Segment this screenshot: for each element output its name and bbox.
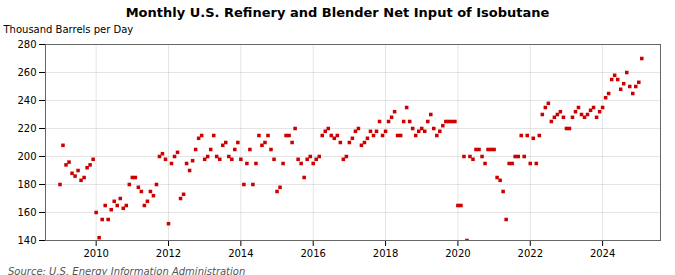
svg-text:280: 280 (17, 39, 36, 50)
svg-text:160: 160 (17, 207, 36, 218)
svg-text:2012: 2012 (156, 248, 181, 259)
svg-text:180: 180 (17, 179, 36, 190)
svg-text:2022: 2022 (518, 248, 543, 259)
svg-text:260: 260 (17, 67, 36, 78)
svg-text:Thousand Barrels per Day: Thousand Barrels per Day (3, 24, 134, 35)
svg-text:240: 240 (17, 95, 36, 106)
svg-text:140: 140 (17, 235, 36, 246)
html-text:Monthly U.S. Refinery and Blen: Monthly U.S. Refinery and Blender Net In… (125, 5, 550, 20)
svg-text:2020: 2020 (445, 248, 470, 259)
svg-text:200: 200 (17, 151, 36, 162)
svg-text:2024: 2024 (590, 248, 615, 259)
svg-text:2014: 2014 (228, 248, 253, 259)
svg-text:220: 220 (17, 123, 36, 134)
svg-text:2018: 2018 (373, 248, 398, 259)
svg-text:2010: 2010 (83, 248, 108, 259)
svg-text:2016: 2016 (300, 248, 325, 259)
